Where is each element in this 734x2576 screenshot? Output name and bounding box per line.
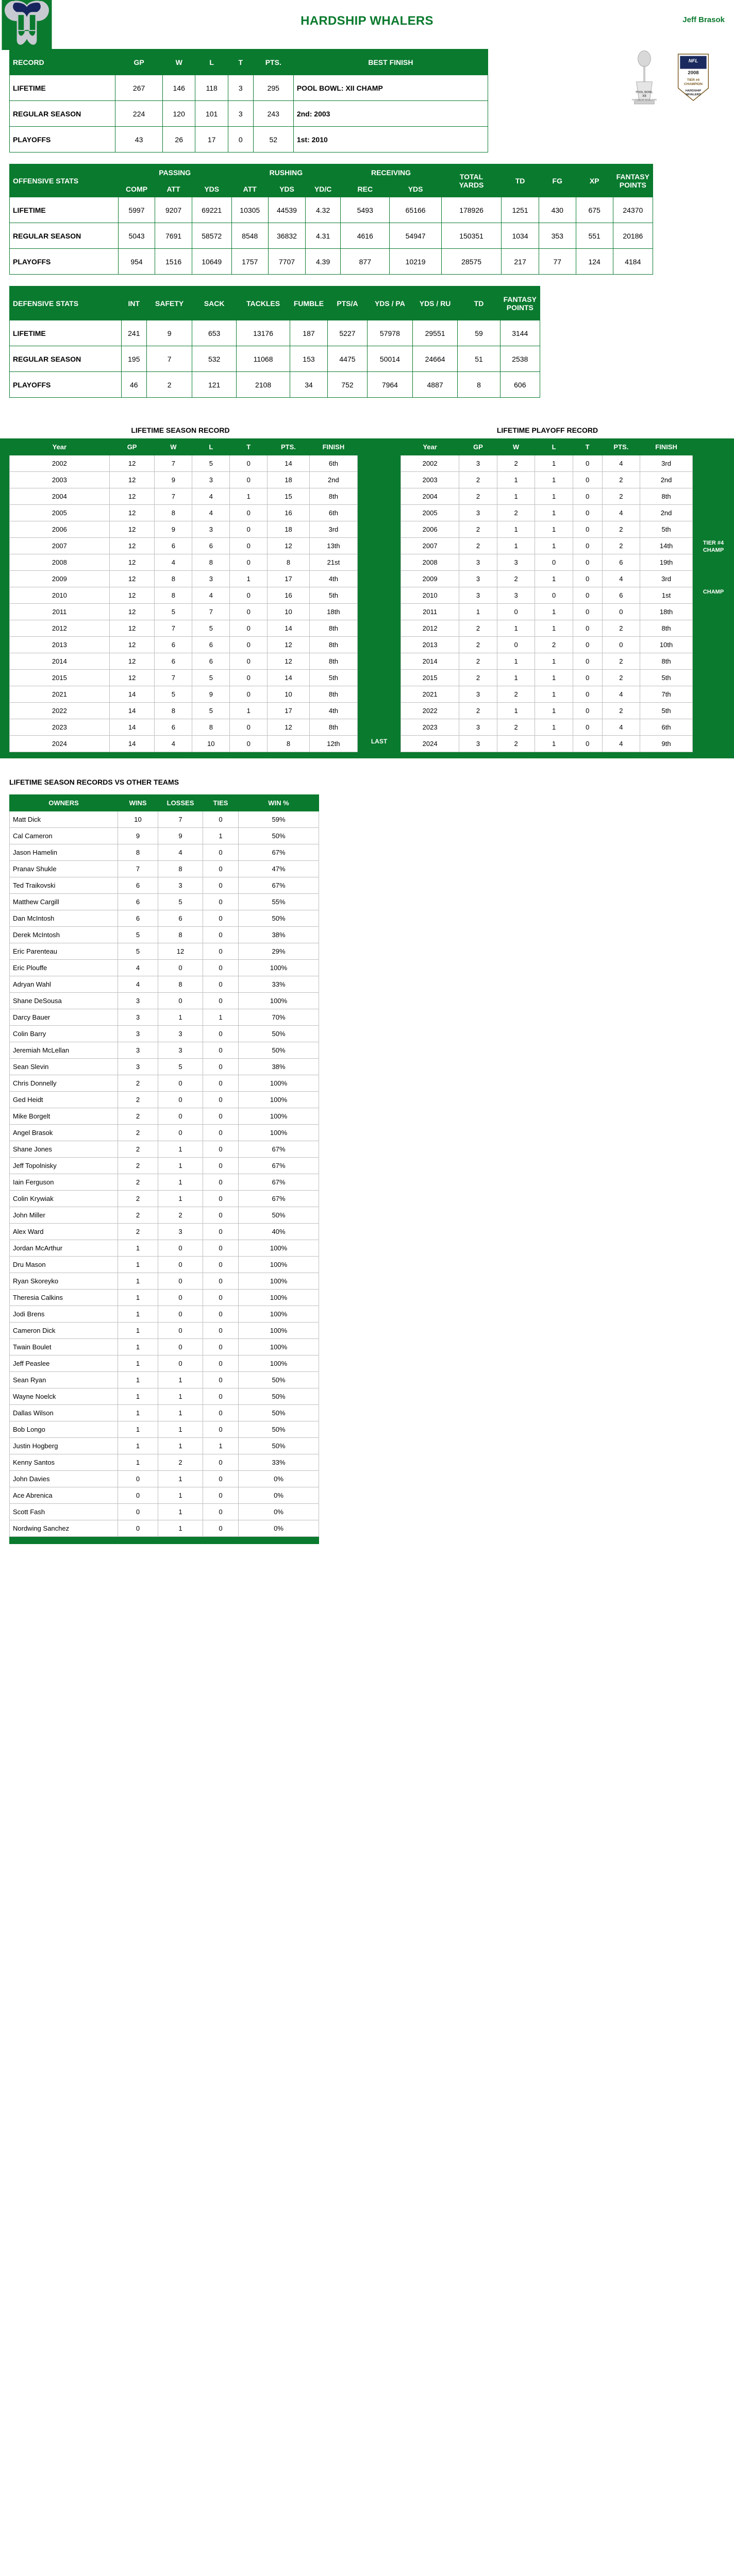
- svg-text:CHAMPION: CHAMPION: [684, 82, 703, 86]
- svg-text:WHALERS: WHALERS: [686, 93, 701, 96]
- svg-text:NFL: NFL: [689, 58, 698, 64]
- svg-text:POOL BOWL: POOL BOWL: [636, 91, 653, 94]
- svg-text:2008: 2008: [688, 70, 698, 76]
- svg-text:TIER #4: TIER #4: [687, 78, 700, 82]
- svg-text:XII: XII: [642, 94, 646, 98]
- svg-text:HARDSHIP: HARDSHIP: [686, 90, 702, 93]
- svg-text:HARDSHIP WHALERS: HARDSHIP WHALERS: [632, 98, 657, 101]
